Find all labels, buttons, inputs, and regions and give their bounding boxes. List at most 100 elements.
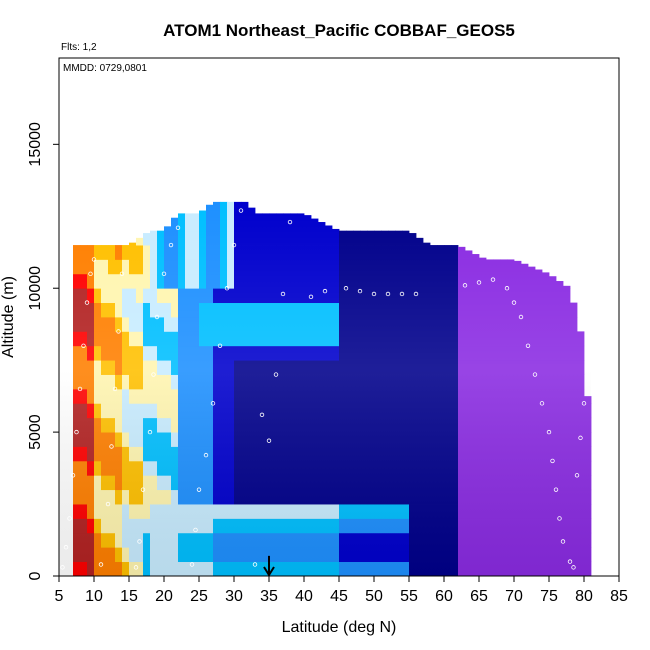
- observation-point: [385, 291, 391, 297]
- y-tick-label: 15000: [27, 122, 44, 167]
- observation-point: [574, 473, 580, 478]
- x-tick-label: 65: [470, 588, 488, 605]
- x-tick-label: 30: [225, 588, 243, 605]
- x-axis: 5 10 15 20 25 30 35 40 45 50 55 60 65 70 75 80 85: [55, 576, 628, 605]
- x-tick-label: 50: [365, 588, 383, 605]
- heatmap-horizontal-banding: [59, 201, 591, 576]
- observation-point: [550, 458, 555, 464]
- x-tick-label: 15: [120, 588, 138, 605]
- observation-point: [581, 401, 587, 406]
- observation-point: [168, 242, 174, 248]
- observation-point: [224, 286, 230, 291]
- observation-point: [109, 444, 114, 449]
- observation-point: [567, 559, 573, 564]
- observation-point: [525, 343, 531, 348]
- observation-point: [70, 473, 76, 478]
- observation-point: [280, 291, 286, 297]
- observation-point: [571, 565, 576, 570]
- flights-note: Flts: 1,2: [61, 42, 97, 53]
- observation-point: [287, 219, 293, 225]
- x-tick-label: 20: [155, 588, 173, 605]
- observation-point: [84, 300, 90, 305]
- x-tick-label: 60: [435, 588, 453, 605]
- y-tick-label: 5000: [27, 414, 44, 450]
- observation-point: [98, 562, 104, 567]
- observation-point: [63, 545, 69, 550]
- x-tick-label: 35: [260, 588, 278, 605]
- x-tick-label: 75: [540, 588, 558, 605]
- observation-point: [462, 283, 468, 288]
- observation-point: [217, 343, 223, 348]
- observation-point: [133, 565, 139, 570]
- observation-point: [151, 372, 156, 377]
- observation-point: [252, 562, 258, 567]
- observation-point: [161, 271, 167, 277]
- observation-point: [357, 288, 363, 294]
- observation-point: [196, 487, 202, 492]
- observation-point: [546, 429, 552, 435]
- y-axis-label: Altitude (m): [0, 276, 17, 358]
- observation-point: [105, 501, 111, 507]
- observation-point: [532, 372, 538, 377]
- observation-point: [74, 429, 79, 435]
- observation-point: [518, 314, 524, 320]
- observation-point: [203, 452, 209, 458]
- observation-point: [539, 401, 545, 406]
- observation-point: [308, 294, 314, 300]
- x-tick-label: 80: [575, 588, 593, 605]
- observation-point: [238, 208, 244, 213]
- observation-point: [88, 271, 93, 277]
- observation-point: [557, 516, 562, 521]
- observation-point: [91, 257, 97, 262]
- observation-point: [504, 286, 510, 291]
- observation-point: [343, 286, 349, 291]
- observation-point: [77, 386, 83, 392]
- heatmap-shade: [59, 201, 591, 576]
- observation-points: [60, 208, 587, 570]
- observation-point: [266, 438, 272, 443]
- observation-point: [147, 429, 153, 435]
- observation-point: [154, 314, 160, 320]
- x-tick-label: 70: [505, 588, 523, 605]
- observation-point: [578, 435, 583, 441]
- observation-point: [193, 527, 198, 533]
- observation-point: [210, 401, 216, 406]
- observation-point: [116, 329, 121, 334]
- observation-point: [67, 516, 72, 521]
- observation-point: [81, 343, 86, 348]
- latitude-arrow-marker: [263, 555, 275, 577]
- y-tick-label: 10000: [27, 266, 44, 311]
- observation-point: [322, 288, 328, 294]
- observation-point: [553, 487, 559, 492]
- observation-point: [399, 291, 405, 297]
- y-tick-label: 0: [27, 571, 44, 580]
- chart-title: ATOM1 Northeast_Pacific COBBAF_GEOS5: [163, 21, 515, 40]
- x-tick-label: 5: [55, 588, 64, 605]
- observation-point: [140, 487, 146, 492]
- observation-point: [511, 300, 517, 305]
- observation-point: [189, 562, 195, 567]
- x-tick-label: 85: [610, 588, 628, 605]
- x-tick-label: 40: [295, 588, 313, 605]
- observation-point: [259, 412, 265, 418]
- observation-point: [273, 372, 279, 377]
- observation-point: [137, 539, 142, 544]
- y-axis: 0 5000 10000 15000: [27, 122, 59, 580]
- x-axis-label: Latitude (deg N): [282, 619, 397, 636]
- x-tick-label: 25: [190, 588, 208, 605]
- observation-point: [413, 291, 419, 297]
- observation-point: [119, 271, 125, 277]
- observation-point: [231, 242, 237, 248]
- observation-point: [476, 280, 482, 285]
- observation-point: [60, 565, 65, 570]
- x-tick-label: 55: [400, 588, 418, 605]
- dates-note: MMDD: 0729,0801: [63, 63, 147, 74]
- arrow-head: [263, 566, 275, 577]
- observation-point: [490, 277, 496, 282]
- x-tick-label: 45: [330, 588, 348, 605]
- observation-point: [175, 225, 181, 230]
- observation-point: [112, 386, 118, 392]
- observation-point: [560, 539, 566, 544]
- observation-point: [371, 291, 377, 297]
